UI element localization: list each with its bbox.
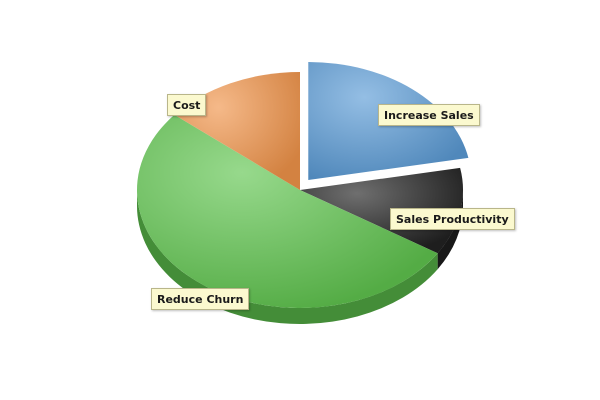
slice-side-sales-productivity [437,190,463,270]
slice-reduce-churn[interactable] [137,114,438,308]
slice-sales-productivity[interactable] [300,167,464,254]
slice-label-cost: Cost [167,94,207,116]
slice-label-increase-sales: Increase Sales [378,104,480,126]
slice-label-reduce-churn: Reduce Churn [151,288,250,310]
slice-label-sales-productivity: Sales Productivity [390,208,515,230]
